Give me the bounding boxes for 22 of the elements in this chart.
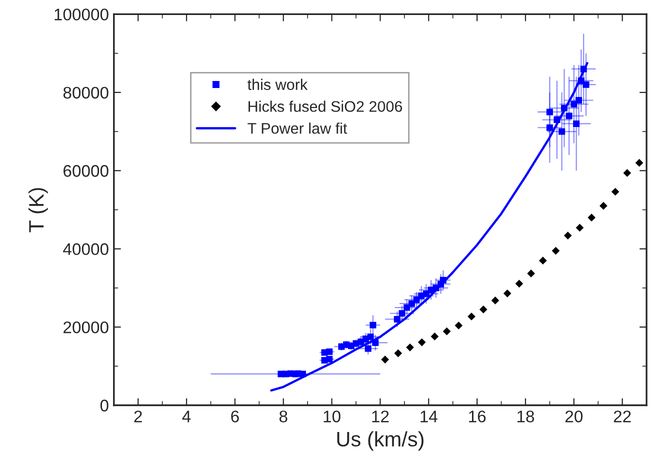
x-tick-label: 20: [565, 410, 583, 422]
x-tick-label: 4: [182, 410, 191, 422]
x-axis-title: Us (km/s): [337, 431, 424, 451]
y-tick-label: 20000: [64, 321, 108, 334]
legend-label: Hicks fused SiO2 2006: [248, 100, 402, 112]
y-axis-title: T (K): [28, 188, 48, 232]
x-tick-label: 10: [324, 410, 340, 422]
legend-label: this work: [248, 78, 308, 90]
x-tick-label: 14: [420, 410, 438, 422]
y-tick-label: 0: [100, 400, 108, 412]
x-tick-label: 12: [372, 410, 389, 422]
y-tick-label: 80000: [63, 86, 108, 99]
y-tick-label: 100000: [54, 8, 108, 20]
legend-label: T Power law fit: [248, 122, 348, 134]
x-tick-label: 6: [231, 410, 239, 422]
x-tick-label: 22: [614, 410, 631, 422]
x-tick-label: 18: [517, 410, 534, 422]
x-tick-label: 8: [279, 410, 288, 422]
x-tick-label: 16: [469, 410, 486, 422]
y-tick-label: 40000: [63, 243, 108, 256]
y-tick-label: 60000: [64, 165, 108, 177]
x-tick-label: 2: [134, 410, 142, 422]
